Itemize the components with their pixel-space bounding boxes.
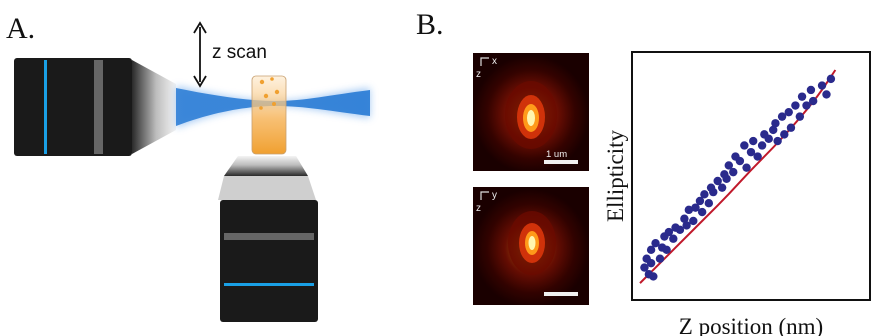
data-point: [784, 107, 793, 117]
sample-particle: [259, 106, 263, 110]
sample-particle: [259, 79, 265, 85]
data-point: [735, 156, 745, 166]
data-point: [695, 196, 705, 206]
data-point: [753, 152, 762, 161]
data-point: [684, 205, 694, 215]
objective-cone-base: [218, 176, 316, 200]
data-point: [697, 207, 707, 217]
data-point: [664, 227, 674, 237]
sample-particle: [272, 102, 276, 106]
data-point: [769, 125, 778, 135]
data-point: [826, 74, 836, 84]
data-point: [749, 136, 758, 146]
sample-tube: [251, 75, 287, 155]
data-point: [771, 119, 780, 128]
data-point: [704, 199, 714, 208]
panel-a-label: A.: [6, 12, 36, 45]
z-scan-arrow: [193, 21, 207, 88]
data-point: [651, 238, 660, 248]
data-point: [700, 190, 709, 199]
objective-cone-bottom: [224, 156, 308, 176]
objective-cone-left: [132, 60, 176, 154]
data-point: [822, 90, 831, 99]
data-point: [757, 141, 767, 150]
data-point: [724, 161, 733, 170]
data-point: [806, 85, 816, 95]
data-point: [729, 167, 738, 177]
psf-top-scalebar: [544, 160, 578, 164]
data-point: [808, 96, 818, 106]
sample-particle: [263, 93, 269, 99]
data-point: [655, 254, 665, 263]
data-point: [740, 141, 749, 150]
objective-stripe-gray-left: [94, 60, 103, 154]
data-point: [742, 163, 751, 172]
data-point: [802, 101, 811, 110]
light-sheet-beam: [176, 86, 370, 128]
data-point: [662, 245, 671, 255]
psf-bottom-scalebar: [544, 292, 578, 296]
data-point: [669, 234, 678, 243]
beam-shape: [176, 88, 370, 126]
psf-top-scalebar-label: 1 um: [546, 149, 567, 160]
data-point: [691, 203, 700, 212]
data-point: [649, 272, 658, 281]
psf-image-top: x z 1 um: [473, 53, 589, 171]
data-point: [817, 81, 827, 90]
objective-body-left: [14, 58, 132, 156]
data-point: [795, 112, 805, 121]
psf-top-axis-z: z: [476, 69, 481, 80]
data-point: [773, 136, 782, 146]
data-point: [746, 147, 756, 157]
data-point: [786, 123, 796, 132]
data-point: [797, 92, 807, 101]
horizontal-objective: [14, 58, 176, 156]
chart-y-axis-label: Ellipticity: [603, 130, 628, 222]
data-point: [640, 263, 649, 272]
data-point: [646, 258, 656, 268]
ellipticity-chart: [631, 51, 871, 301]
psf-bottom-axis-y: y: [492, 190, 497, 201]
objective-stripe-blue-left: [44, 60, 47, 154]
z-scan-label: z scan: [212, 42, 267, 63]
data-point: [689, 216, 698, 226]
sample-container: [251, 75, 287, 155]
data-point: [780, 130, 789, 139]
chart-frame: [631, 51, 871, 301]
data-point: [791, 101, 800, 110]
objective-body-bottom: [220, 200, 318, 322]
data-point: [646, 245, 656, 255]
data-point: [682, 221, 691, 230]
psf-image-bottom: y z: [473, 187, 589, 305]
chart-x-axis-label: Z position (nm): [679, 314, 823, 336]
sample-particle: [270, 77, 274, 81]
psf-bottom-axis-z: z: [476, 203, 481, 214]
objective-stripe-blue-bottom: [224, 283, 314, 286]
data-point: [680, 214, 689, 223]
objective-stripe-gray-bottom: [224, 233, 314, 240]
data-point: [722, 174, 731, 183]
vertical-objective: [218, 156, 318, 322]
panel-b-label: B.: [416, 8, 444, 41]
data-point: [709, 187, 718, 197]
psf-top-axis-x: x: [492, 56, 497, 67]
data-point: [713, 176, 722, 186]
sample-particle: [274, 89, 280, 95]
data-point: [717, 183, 727, 192]
data-point: [764, 134, 773, 144]
data-point: [777, 112, 787, 121]
data-point: [675, 225, 685, 235]
